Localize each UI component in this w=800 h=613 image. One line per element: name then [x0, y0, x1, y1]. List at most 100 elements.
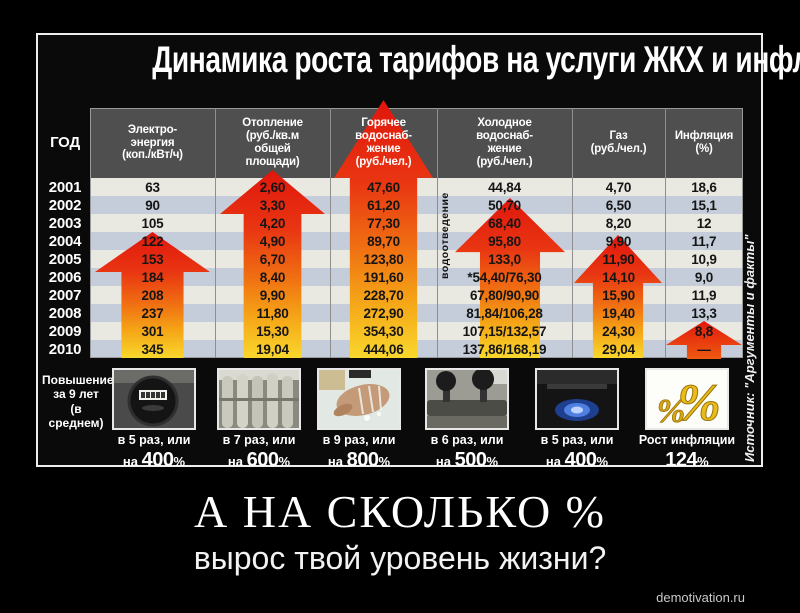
- table-cell: 6,50: [605, 197, 632, 213]
- caption-value: 400: [141, 448, 174, 471]
- column-header: Электро- энергия (коп./кВт/ч): [122, 123, 183, 162]
- year-cell: 2003: [48, 214, 82, 232]
- summary-caption-electricity: в 5 раз, или на 400%: [94, 433, 214, 471]
- table-cell: 8,20: [605, 215, 632, 231]
- summary-caption-gas: в 5 раз, или на 400%: [517, 433, 637, 471]
- caption-line1: Рост инфляции: [638, 433, 736, 447]
- caption-line1: в 5 раз, или: [540, 433, 614, 447]
- caption-prefix: на: [227, 453, 247, 469]
- caption-suffix: %: [486, 453, 499, 469]
- summary-caption-inflation: Рост инфляции 124%: [627, 433, 747, 471]
- column-header: Отопление (руб./кв.м общей площади): [242, 117, 303, 168]
- year-cell: 2008: [48, 304, 82, 322]
- table-cell: 81,84/106,28: [466, 305, 543, 321]
- table-cell: 237: [141, 305, 164, 321]
- table-cell: 67,80/90,90: [469, 287, 540, 303]
- table-cell: 19,40: [602, 305, 635, 321]
- table-cell: 191,60: [363, 269, 404, 285]
- table-cell: 105: [141, 215, 164, 231]
- caption-prefix: на: [122, 453, 142, 469]
- table-cell: 272,90: [363, 305, 404, 321]
- caption-prefix: на: [545, 453, 565, 469]
- summary-caption-heating: в 7 раз, или на 600%: [199, 433, 319, 471]
- column-header: Холодное водоснаб- жение (руб./чел.): [476, 117, 533, 168]
- column-header: Горячее водоснаб- жение (руб./чел.): [355, 117, 412, 168]
- year-cell: 2004: [48, 232, 82, 250]
- caption-suffix: %: [378, 453, 391, 469]
- table-cell: 345: [141, 341, 164, 357]
- table-cell: 9,90: [605, 233, 632, 249]
- caption-suffix: %: [173, 453, 186, 469]
- column-header: Инфляция (%): [674, 130, 734, 155]
- caption-value: 600: [246, 448, 279, 471]
- table-cell: 10,9: [691, 251, 717, 267]
- table-cell: 61,20: [367, 197, 400, 213]
- year-cell: 2002: [48, 196, 82, 214]
- inflation-percent-photo: % %: [645, 368, 729, 430]
- sewage-vertical-label: водоотведение: [439, 192, 451, 279]
- table-cell: 123,80: [363, 251, 404, 267]
- column-divider: [572, 108, 573, 358]
- table-cell: 89,70: [367, 233, 400, 249]
- table-cell: 19,04: [256, 341, 289, 357]
- table-cell: 354,30: [363, 323, 404, 339]
- table-cell: 68,40: [488, 215, 521, 231]
- table-cell: 8,40: [259, 269, 286, 285]
- table-cell: 4,70: [605, 179, 632, 195]
- caption-value: 800: [346, 448, 379, 471]
- water-hand-icon: [319, 370, 399, 428]
- table-cell: 228,70: [363, 287, 404, 303]
- summary-caption-cold-water: в 6 раз, или на 500%: [407, 433, 527, 471]
- table-cell: 14,10: [602, 269, 635, 285]
- table-cell: 208: [141, 287, 164, 303]
- pipes-valves-icon: [427, 370, 507, 428]
- tariff-table: ГОД Электро- энергия (коп./кВт/ч) Отопле…: [40, 100, 745, 430]
- table-cell: 24,30: [602, 323, 635, 339]
- year-cell: 2001: [48, 178, 82, 196]
- caption-value: 124: [665, 448, 698, 471]
- percent-sign-icon: % %: [647, 370, 727, 428]
- year-cell: 2009: [48, 322, 82, 340]
- poster-title-text: Динамика роста тарифов на услуги ЖКХ и и…: [152, 39, 800, 80]
- table-cell: 107,15/132,57: [462, 323, 547, 339]
- table-cell: 137,86/168,19: [462, 341, 547, 357]
- table-cell: 50,70: [488, 197, 521, 213]
- table-cell: 18,6: [691, 179, 717, 195]
- table-cell: 11,80: [256, 305, 289, 321]
- table-cell: 184: [141, 269, 164, 285]
- column-divider: [330, 108, 331, 358]
- table-cell: 11,90: [602, 251, 635, 267]
- summary-caption-hot-water: в 9 раз, или на 800%: [299, 433, 419, 471]
- summary-label: Повышение за 9 лет (в среднем): [42, 373, 114, 431]
- column-header: Газ (руб./чел.): [590, 130, 647, 155]
- caption-prefix: на: [435, 453, 455, 469]
- gas-burner-icon: [537, 370, 617, 428]
- table-cell: *54,40/76,30: [467, 269, 542, 285]
- table-cell: 44,84: [488, 179, 521, 195]
- pipes-valves-photo: [425, 368, 509, 430]
- hand-under-water-photo: [317, 368, 401, 430]
- caption-suffix: %: [596, 453, 609, 469]
- year-cell: 2010: [48, 340, 82, 358]
- year-cell: 2005: [48, 250, 82, 268]
- poster-title: Динамика роста тарифов на услуги ЖКХ и и…: [38, 39, 800, 81]
- column-header: ГОД: [50, 133, 80, 151]
- table-cell: 11,7: [691, 233, 717, 249]
- table-cell: 11,9: [691, 287, 717, 303]
- caption-line1: в 6 раз, или: [430, 433, 504, 447]
- caption-suffix: %: [278, 453, 291, 469]
- table-cell: 47,60: [367, 179, 400, 195]
- caption-line1: в 9 раз, или: [322, 433, 396, 447]
- table-cell: 122: [141, 233, 164, 249]
- source-credit: Источник: "Аргументы и факты": [742, 234, 757, 463]
- year-cell: 2007: [48, 286, 82, 304]
- caption-line1: в 7 раз, или: [222, 433, 296, 447]
- radiator-icon: [219, 370, 299, 428]
- table-cell: 9,90: [259, 287, 286, 303]
- column-divider: [665, 108, 666, 358]
- table-cell: 13,3: [691, 305, 717, 321]
- column-divider: [437, 108, 438, 358]
- table-cell: 4,90: [259, 233, 286, 249]
- year-cell: 2006: [48, 268, 82, 286]
- site-watermark: demotivation.ru: [656, 590, 745, 605]
